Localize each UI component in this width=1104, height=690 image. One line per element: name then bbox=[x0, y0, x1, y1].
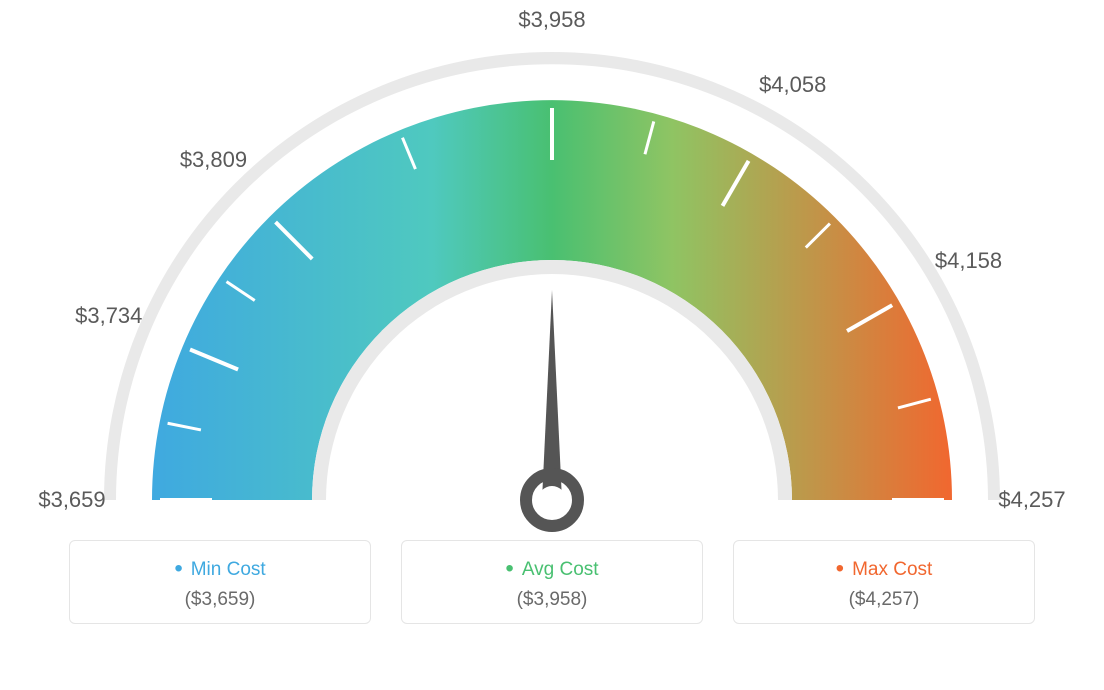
legend-title: Min Cost bbox=[70, 555, 370, 583]
gauge-tick-label: $4,257 bbox=[998, 487, 1065, 513]
legend-value: ($3,958) bbox=[402, 589, 702, 611]
legend-card: Min Cost ($3,659) bbox=[69, 540, 371, 624]
gauge-tick-label: $3,734 bbox=[75, 303, 142, 329]
legend-row: Min Cost ($3,659) Avg Cost ($3,958) Max Cost… bbox=[0, 540, 1104, 624]
gauge-tick-label: $3,809 bbox=[180, 147, 247, 173]
gauge-tick-label: $3,659 bbox=[38, 487, 105, 513]
legend-value: ($4,257) bbox=[734, 589, 1034, 611]
gauge-tick-label: $4,058 bbox=[759, 72, 826, 98]
legend-card: Max Cost ($4,257) bbox=[733, 540, 1035, 624]
gauge-tick-label: $4,158 bbox=[935, 248, 1002, 274]
legend-value: ($3,659) bbox=[70, 589, 370, 611]
legend-title: Max Cost bbox=[734, 555, 1034, 583]
gauge-needle-hub-inner bbox=[538, 486, 566, 514]
gauge-tick-label: $3,958 bbox=[518, 7, 585, 33]
legend-title: Avg Cost bbox=[402, 555, 702, 583]
legend-card: Avg Cost ($3,958) bbox=[401, 540, 703, 624]
gauge-chart: $3,659 $3,734 $3,809 $3,958 $4,058 $4,158 $4,2… bbox=[0, 0, 1104, 540]
